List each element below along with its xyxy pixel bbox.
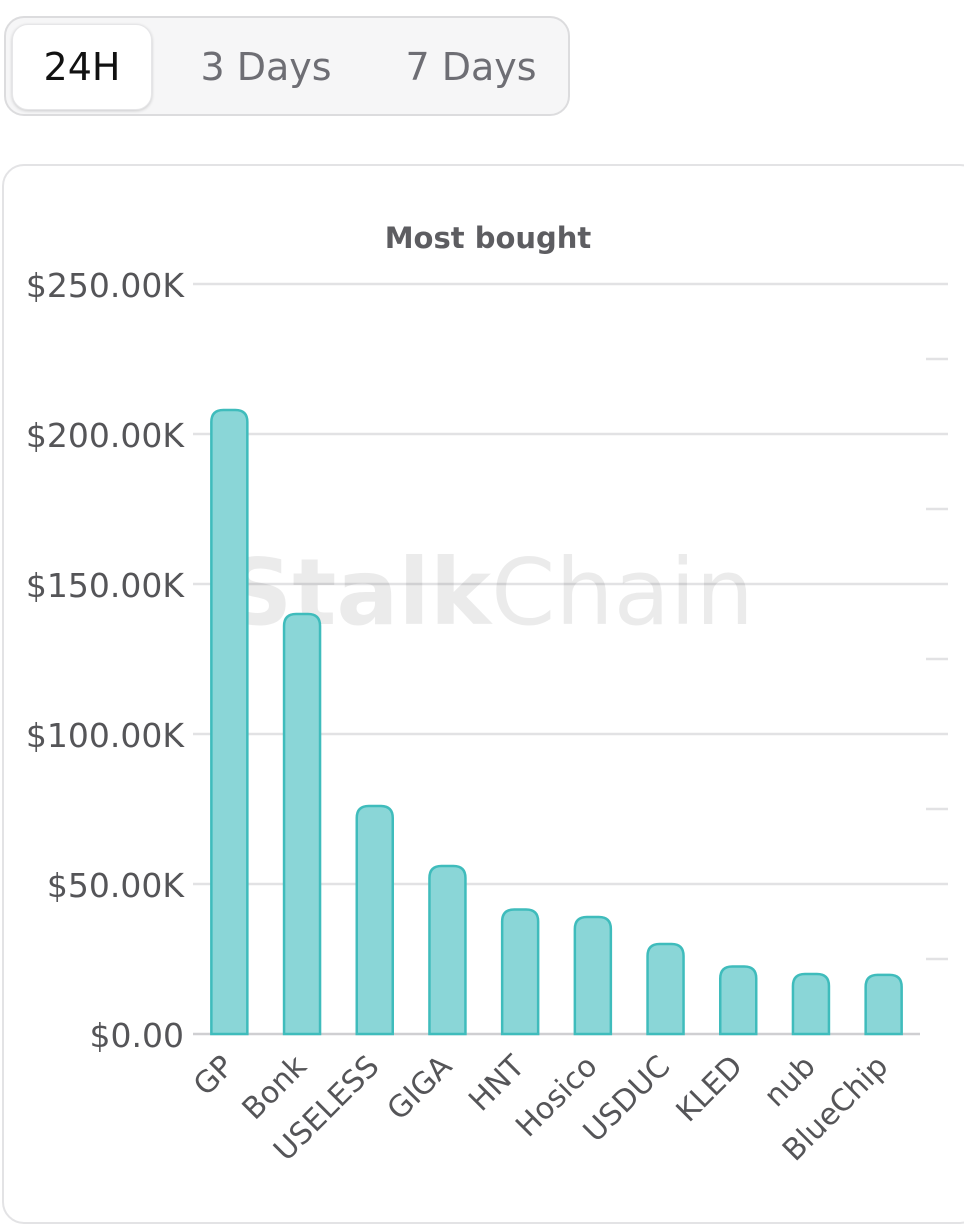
tab-3-days[interactable]: 3 Days bbox=[200, 45, 332, 89]
bar bbox=[573, 915, 613, 1036]
bar bbox=[355, 804, 394, 1036]
x-tick-label: GIGA bbox=[381, 1049, 460, 1128]
watermark-light: Chain bbox=[491, 539, 754, 646]
watermark: StalkChain bbox=[226, 539, 754, 646]
x-tick-label: GP bbox=[187, 1049, 241, 1103]
bar bbox=[210, 408, 249, 1036]
y-tick-label: $0.00 bbox=[90, 1016, 184, 1055]
watermark-bold: Stalk bbox=[226, 539, 493, 646]
time-range-tabs: 24H 3 Days 7 Days bbox=[4, 16, 570, 116]
y-tick-label: $150.00K bbox=[26, 566, 185, 605]
chart-card bbox=[2, 164, 964, 1224]
y-tick-label: $100.00K bbox=[26, 716, 185, 755]
x-tick-label: nub bbox=[757, 1049, 822, 1114]
tab-24h[interactable]: 24H bbox=[12, 24, 152, 110]
bar bbox=[428, 864, 467, 1036]
y-tick-label: $200.00K bbox=[26, 416, 185, 455]
bar bbox=[719, 965, 758, 1036]
y-tick-label: $250.00K bbox=[26, 266, 185, 305]
x-tick-label: KLED bbox=[670, 1049, 750, 1129]
bar bbox=[500, 908, 540, 1036]
bar bbox=[864, 973, 903, 1036]
bar bbox=[646, 942, 685, 1036]
tab-7-days[interactable]: 7 Days bbox=[405, 45, 537, 89]
bar bbox=[791, 972, 831, 1036]
y-tick-label: $50.00K bbox=[47, 866, 185, 905]
chart-title: Most bought bbox=[385, 221, 592, 255]
bar bbox=[282, 612, 322, 1036]
